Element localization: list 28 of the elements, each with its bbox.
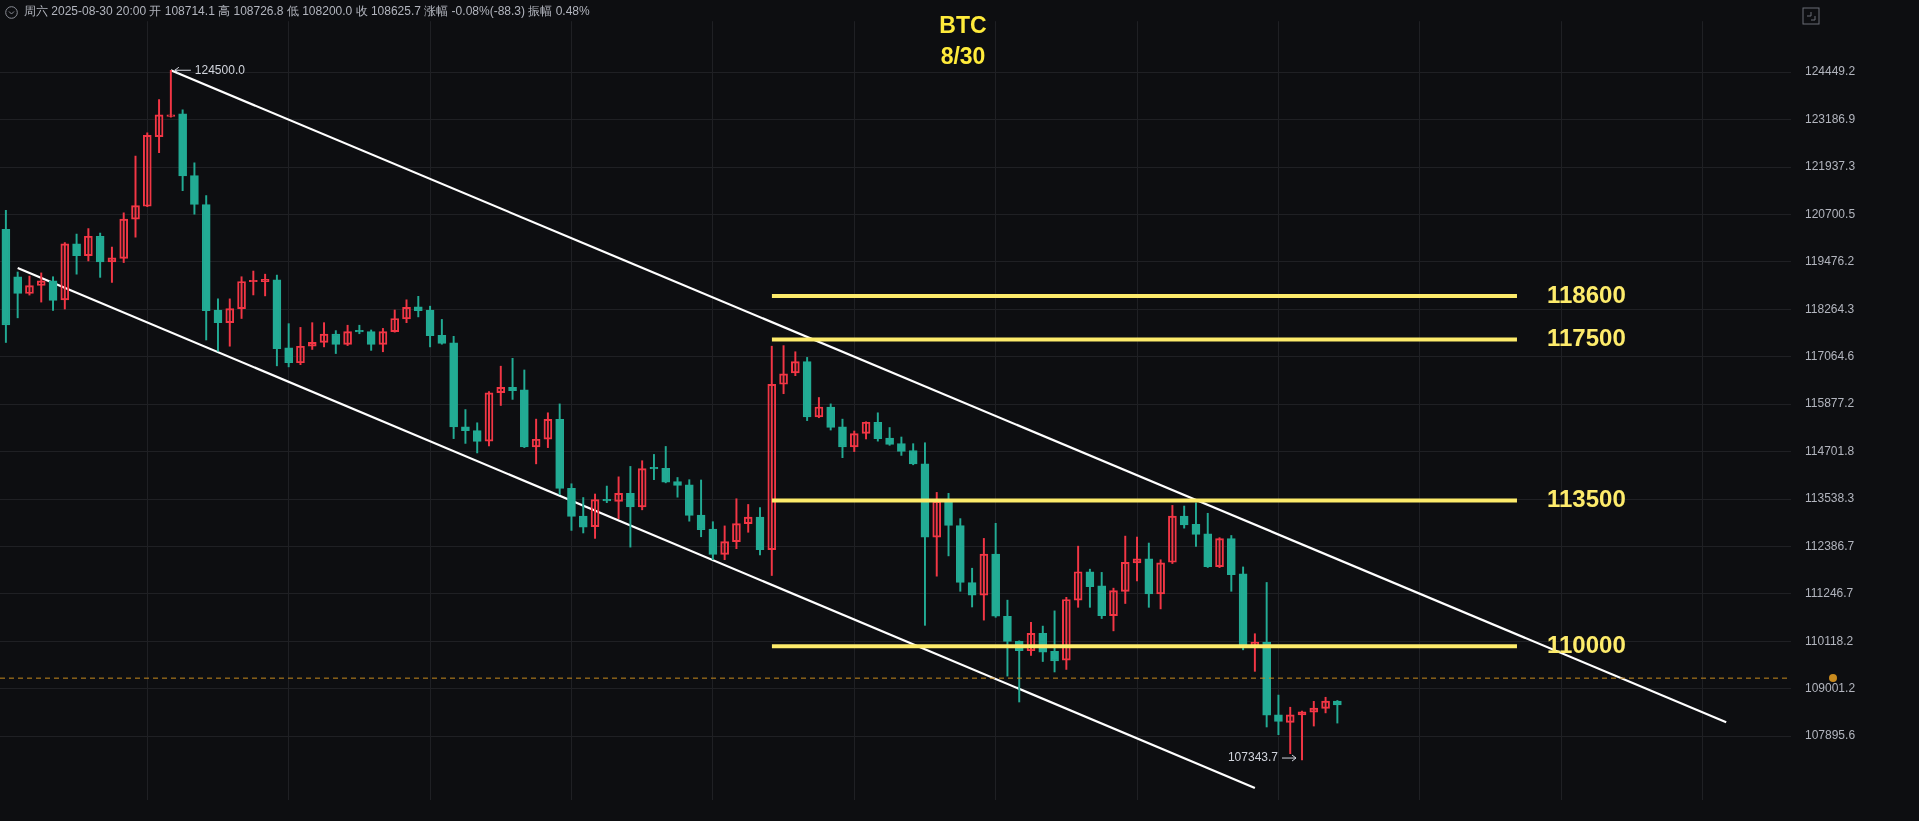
y-tick-label: 109001.2 xyxy=(1805,681,1856,696)
y-tick-label: 119476.2 xyxy=(1805,254,1855,269)
ref-line-label: 118600 xyxy=(1546,280,1626,308)
y-tick-label: 113538.3 xyxy=(1805,491,1855,506)
ref-line-label: 113500 xyxy=(1546,485,1626,513)
y-tick-label: 110118.2 xyxy=(1805,633,1854,648)
y-tick-label: 118264.3 xyxy=(1805,301,1855,316)
y-tick-label: 114701.8 xyxy=(1805,443,1855,458)
annotation: 107343.7 xyxy=(1227,750,1279,765)
text: 8/30 xyxy=(940,43,986,70)
candlestick xyxy=(355,324,364,335)
y-tick-label: 117064.6 xyxy=(1805,349,1855,364)
ref-line-label: 117500 xyxy=(1546,324,1626,352)
y-tick-label: 115877.2 xyxy=(1805,396,1855,411)
candlestick xyxy=(508,357,517,400)
y-tick-label: 112386.7 xyxy=(1805,538,1855,553)
text: 周六 2025-08-30 20:00 开 108714.1 高 108726.8 低 108200.0 收 108625.7 涨幅 -0.08%(-88.3) 振幅 0.48% xyxy=(24,4,591,19)
chart-title: BTC xyxy=(939,12,987,39)
y-tick-label: 121937.3 xyxy=(1805,159,1856,174)
annotation: 124500.0 xyxy=(194,62,246,77)
y-tick-label: 111246.7 xyxy=(1805,586,1854,601)
candlestick xyxy=(649,454,659,481)
candlestick xyxy=(602,485,612,503)
y-tick-label: 124449.2 xyxy=(1805,64,1856,79)
y-tick-label: 120700.5 xyxy=(1805,206,1856,221)
ref-line-label: 110000 xyxy=(1546,630,1626,658)
y-tick-label: 123186.9 xyxy=(1805,111,1856,126)
y-tick-label: 107895.6 xyxy=(1805,728,1856,743)
